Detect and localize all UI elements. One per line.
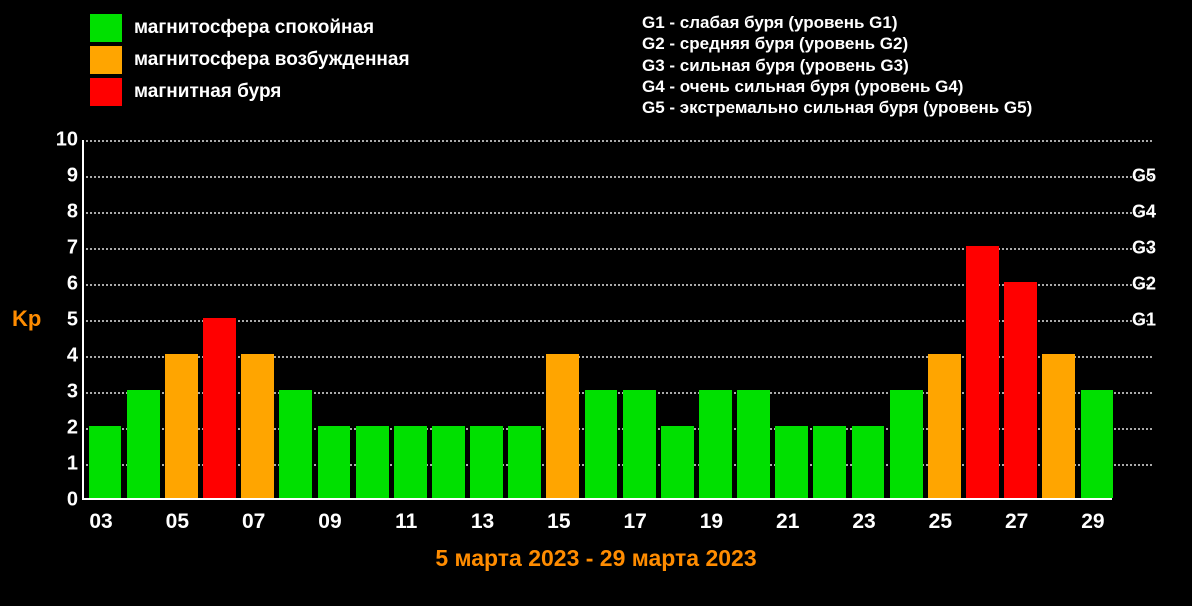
bar <box>966 246 999 498</box>
x-tick-label: 05 <box>166 510 189 534</box>
legend-left-row: магнитная буря <box>90 78 410 106</box>
legend-label: магнитосфера спокойная <box>134 17 374 39</box>
grid-line <box>86 140 1152 142</box>
y-axis-label: Kp <box>12 306 41 332</box>
x-tick-label: 09 <box>318 510 341 534</box>
bar <box>775 426 808 498</box>
legend-swatch <box>90 14 122 42</box>
right-axis-label: G1 <box>1132 310 1156 331</box>
bar <box>241 354 274 498</box>
x-tick-label: 03 <box>89 510 112 534</box>
y-tick-label: 2 <box>48 417 78 440</box>
legend-swatch <box>90 78 122 106</box>
right-axis-label: G5 <box>1132 166 1156 187</box>
x-tick-label: 23 <box>852 510 875 534</box>
bar <box>699 390 732 498</box>
y-tick-label: 8 <box>48 201 78 224</box>
bar <box>1081 390 1114 498</box>
bar <box>356 426 389 498</box>
legend-label: магнитная буря <box>134 81 281 103</box>
legend-right-line: G2 - средняя буря (уровень G2) <box>642 33 1032 54</box>
bar <box>394 426 427 498</box>
y-tick-label: 0 <box>48 489 78 512</box>
y-tick-label: 1 <box>48 453 78 476</box>
x-tick-label: 25 <box>929 510 952 534</box>
bar <box>852 426 885 498</box>
y-tick-label: 3 <box>48 381 78 404</box>
legend-left: магнитосфера спокойная магнитосфера возбу… <box>90 14 410 110</box>
y-tick-label: 10 <box>48 129 78 152</box>
legend-swatch <box>90 46 122 74</box>
plot-area <box>82 140 1112 500</box>
right-axis-label: G2 <box>1132 274 1156 295</box>
bar <box>508 426 541 498</box>
bar <box>470 426 503 498</box>
bar <box>127 390 160 498</box>
x-tick-label: 27 <box>1005 510 1028 534</box>
grid-line <box>86 212 1152 214</box>
chart-area: Kp 5 марта 2023 - 29 марта 2023 01234567… <box>0 140 1192 600</box>
bar <box>1004 282 1037 498</box>
y-tick-label: 5 <box>48 309 78 332</box>
x-tick-label: 07 <box>242 510 265 534</box>
x-tick-label: 29 <box>1081 510 1104 534</box>
bar <box>203 318 236 498</box>
right-axis-label: G4 <box>1132 202 1156 223</box>
x-tick-label: 21 <box>776 510 799 534</box>
bar <box>279 390 312 498</box>
legend-right-line: G4 - очень сильная буря (уровень G4) <box>642 76 1032 97</box>
x-tick-label: 15 <box>547 510 570 534</box>
legend-right-line: G3 - сильная буря (уровень G3) <box>642 55 1032 76</box>
bar <box>318 426 351 498</box>
bar <box>623 390 656 498</box>
bar <box>890 390 923 498</box>
bar <box>546 354 579 498</box>
bar <box>89 426 122 498</box>
legend-right-line: G1 - слабая буря (уровень G1) <box>642 12 1032 33</box>
bar <box>928 354 961 498</box>
bar <box>432 426 465 498</box>
legend-left-row: магнитосфера возбужденная <box>90 46 410 74</box>
legend-left-row: магнитосфера спокойная <box>90 14 410 42</box>
bar <box>813 426 846 498</box>
legend-area: магнитосфера спокойная магнитосфера возбу… <box>0 4 1192 134</box>
x-tick-label: 11 <box>395 510 417 534</box>
x-tick-label: 17 <box>623 510 646 534</box>
right-axis-label: G3 <box>1132 238 1156 259</box>
grid-line <box>86 176 1152 178</box>
x-tick-label: 19 <box>700 510 723 534</box>
y-tick-label: 6 <box>48 273 78 296</box>
bar <box>737 390 770 498</box>
legend-right-line: G5 - экстремально сильная буря (уровень … <box>642 97 1032 118</box>
legend-label: магнитосфера возбужденная <box>134 49 410 71</box>
bar <box>165 354 198 498</box>
date-range-label: 5 марта 2023 - 29 марта 2023 <box>0 545 1192 572</box>
y-tick-label: 9 <box>48 165 78 188</box>
y-tick-label: 4 <box>48 345 78 368</box>
y-tick-label: 7 <box>48 237 78 260</box>
legend-right: G1 - слабая буря (уровень G1)G2 - средня… <box>642 12 1032 118</box>
bar <box>1042 354 1075 498</box>
bar <box>661 426 694 498</box>
x-tick-label: 13 <box>471 510 494 534</box>
bar <box>585 390 618 498</box>
